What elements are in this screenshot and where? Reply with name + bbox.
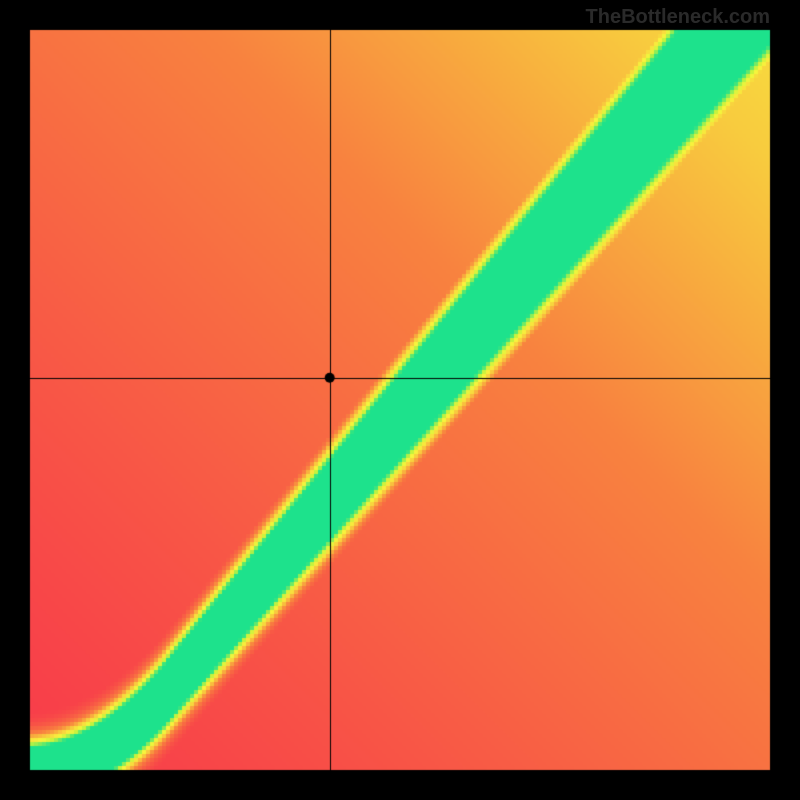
bottleneck-heatmap-canvas: [0, 0, 800, 800]
chart-container: TheBottleneck.com: [0, 0, 800, 800]
